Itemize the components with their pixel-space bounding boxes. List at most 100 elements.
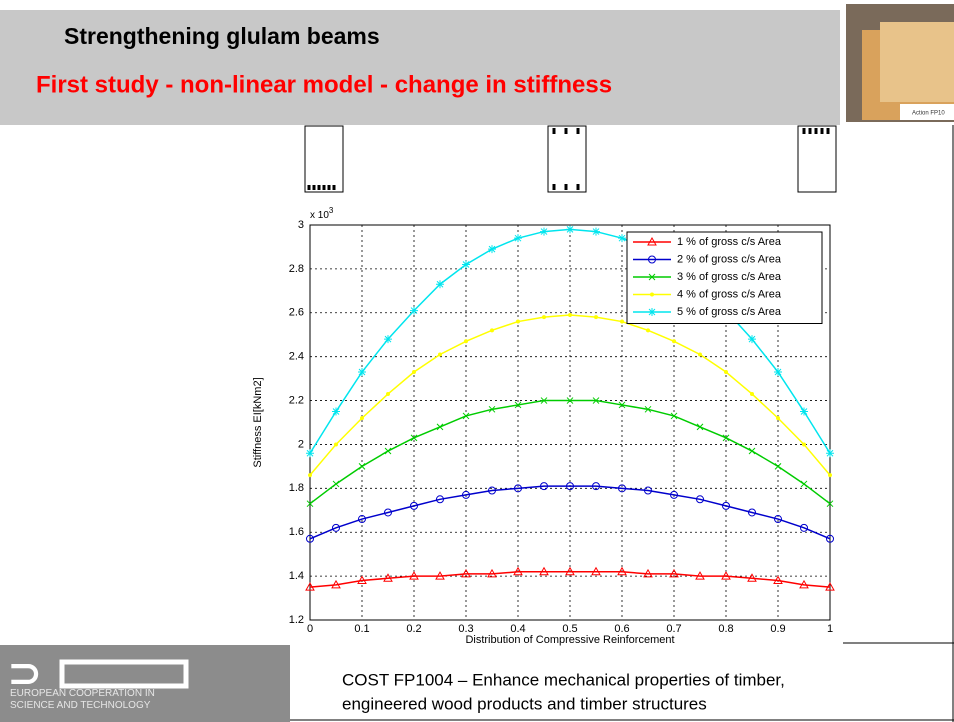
header-bar bbox=[0, 0, 840, 125]
data-point bbox=[620, 319, 624, 324]
data-point bbox=[384, 335, 392, 344]
data-point bbox=[802, 442, 806, 447]
data-point bbox=[826, 500, 834, 508]
data-point bbox=[488, 405, 496, 413]
data-point bbox=[566, 397, 574, 404]
data-point bbox=[410, 306, 418, 315]
legend-marker bbox=[648, 308, 656, 316]
data-point bbox=[332, 523, 340, 532]
data-point bbox=[750, 391, 754, 396]
legend-marker bbox=[650, 292, 654, 297]
data-point bbox=[409, 571, 419, 580]
data-point bbox=[800, 407, 808, 416]
data-point bbox=[462, 490, 470, 499]
data-point bbox=[435, 571, 445, 580]
x-tick-label: 0.1 bbox=[354, 623, 369, 635]
legend-label: 4 % of gross c/s Area bbox=[677, 288, 782, 300]
x-tick-label: 0.6 bbox=[614, 623, 629, 635]
data-point bbox=[540, 482, 548, 491]
y-tick-label: 1.8 bbox=[289, 482, 304, 494]
data-point bbox=[386, 391, 390, 396]
data-point bbox=[644, 486, 652, 495]
data-point bbox=[722, 501, 730, 510]
data-point bbox=[568, 312, 572, 317]
x-tick-label: 0.7 bbox=[666, 623, 681, 635]
legend-label: 5 % of gross c/s Area bbox=[677, 306, 782, 318]
y-tick-label: 1.6 bbox=[289, 526, 304, 538]
data-point bbox=[332, 480, 340, 488]
data-point bbox=[670, 490, 678, 499]
data-point bbox=[643, 568, 653, 578]
series-line bbox=[309, 570, 831, 588]
data-point bbox=[618, 401, 626, 409]
footer-line: COST FP1004 – Enhance mechanical propert… bbox=[342, 670, 785, 689]
data-point bbox=[672, 339, 676, 344]
data-point bbox=[566, 482, 574, 491]
data-point bbox=[698, 352, 702, 357]
data-point bbox=[384, 447, 392, 455]
data-point bbox=[566, 225, 574, 234]
data-point bbox=[774, 368, 782, 377]
data-point bbox=[438, 352, 442, 357]
data-point bbox=[306, 449, 314, 458]
data-point bbox=[748, 447, 756, 455]
badge-text: Action FP10 bbox=[912, 111, 945, 117]
data-point bbox=[436, 280, 444, 289]
legend-marker bbox=[648, 255, 656, 264]
slide-title: Strengthening glulam beams bbox=[64, 23, 380, 49]
data-point bbox=[464, 339, 468, 344]
data-point bbox=[592, 227, 600, 236]
data-point bbox=[670, 412, 678, 420]
data-point bbox=[721, 571, 731, 580]
data-point bbox=[618, 234, 626, 243]
data-point bbox=[826, 449, 834, 458]
footer-line: engineered wood products and timber stru… bbox=[342, 694, 707, 713]
y-tick-label: 1.4 bbox=[289, 570, 304, 582]
data-point bbox=[488, 245, 496, 254]
y-tick-label: 2.4 bbox=[289, 351, 304, 363]
data-point bbox=[487, 568, 497, 578]
x-tick-label: 0.2 bbox=[406, 623, 421, 635]
data-point bbox=[696, 495, 704, 504]
data-point bbox=[305, 582, 315, 591]
data-point bbox=[826, 534, 834, 543]
data-point bbox=[695, 571, 705, 580]
data-point bbox=[594, 315, 598, 320]
y-tick-label: 3 bbox=[298, 219, 304, 231]
data-point bbox=[724, 370, 728, 375]
y-multiplier: x 103 bbox=[310, 206, 334, 221]
legend-label: 3 % of gross c/s Area bbox=[677, 271, 782, 283]
cost-badge: Action FP10 bbox=[846, 4, 954, 122]
data-point bbox=[516, 319, 520, 324]
data-point bbox=[514, 401, 522, 409]
y-axis-label: Stiffness EI[kNm2] bbox=[252, 377, 264, 467]
data-point bbox=[306, 534, 314, 543]
x-tick-label: 0 bbox=[307, 623, 313, 635]
data-point bbox=[748, 508, 756, 517]
y-multiplier-text: x 10 bbox=[310, 210, 329, 221]
data-point bbox=[462, 412, 470, 420]
slide-subtitle: First study - non-linear model - change … bbox=[36, 71, 612, 98]
data-point bbox=[383, 573, 393, 582]
data-point bbox=[410, 501, 418, 510]
data-point bbox=[774, 515, 782, 524]
legend-marker bbox=[647, 236, 657, 246]
data-point bbox=[331, 579, 341, 589]
logo-mark: ⊃ bbox=[8, 652, 42, 696]
data-point bbox=[825, 582, 835, 591]
data-point bbox=[514, 484, 522, 493]
data-point bbox=[646, 328, 650, 333]
data-point bbox=[542, 315, 546, 320]
y-tick-label: 2.8 bbox=[289, 263, 304, 275]
data-point bbox=[644, 405, 652, 413]
data-point bbox=[799, 579, 809, 589]
logo-shape bbox=[59, 659, 189, 689]
logo-caption-text: EUROPEAN COOPERATION IN SCIENCE AND TECH… bbox=[10, 688, 155, 711]
y-tick-label: 2.2 bbox=[289, 394, 304, 406]
data-point bbox=[618, 484, 626, 493]
legend-marker bbox=[648, 273, 656, 281]
x-axis-label: Distribution of Compressive Reinforcemen… bbox=[465, 634, 674, 646]
logo-caption: EUROPEAN COOPERATION IN SCIENCE AND TECH… bbox=[10, 688, 155, 711]
data-point bbox=[306, 500, 314, 508]
